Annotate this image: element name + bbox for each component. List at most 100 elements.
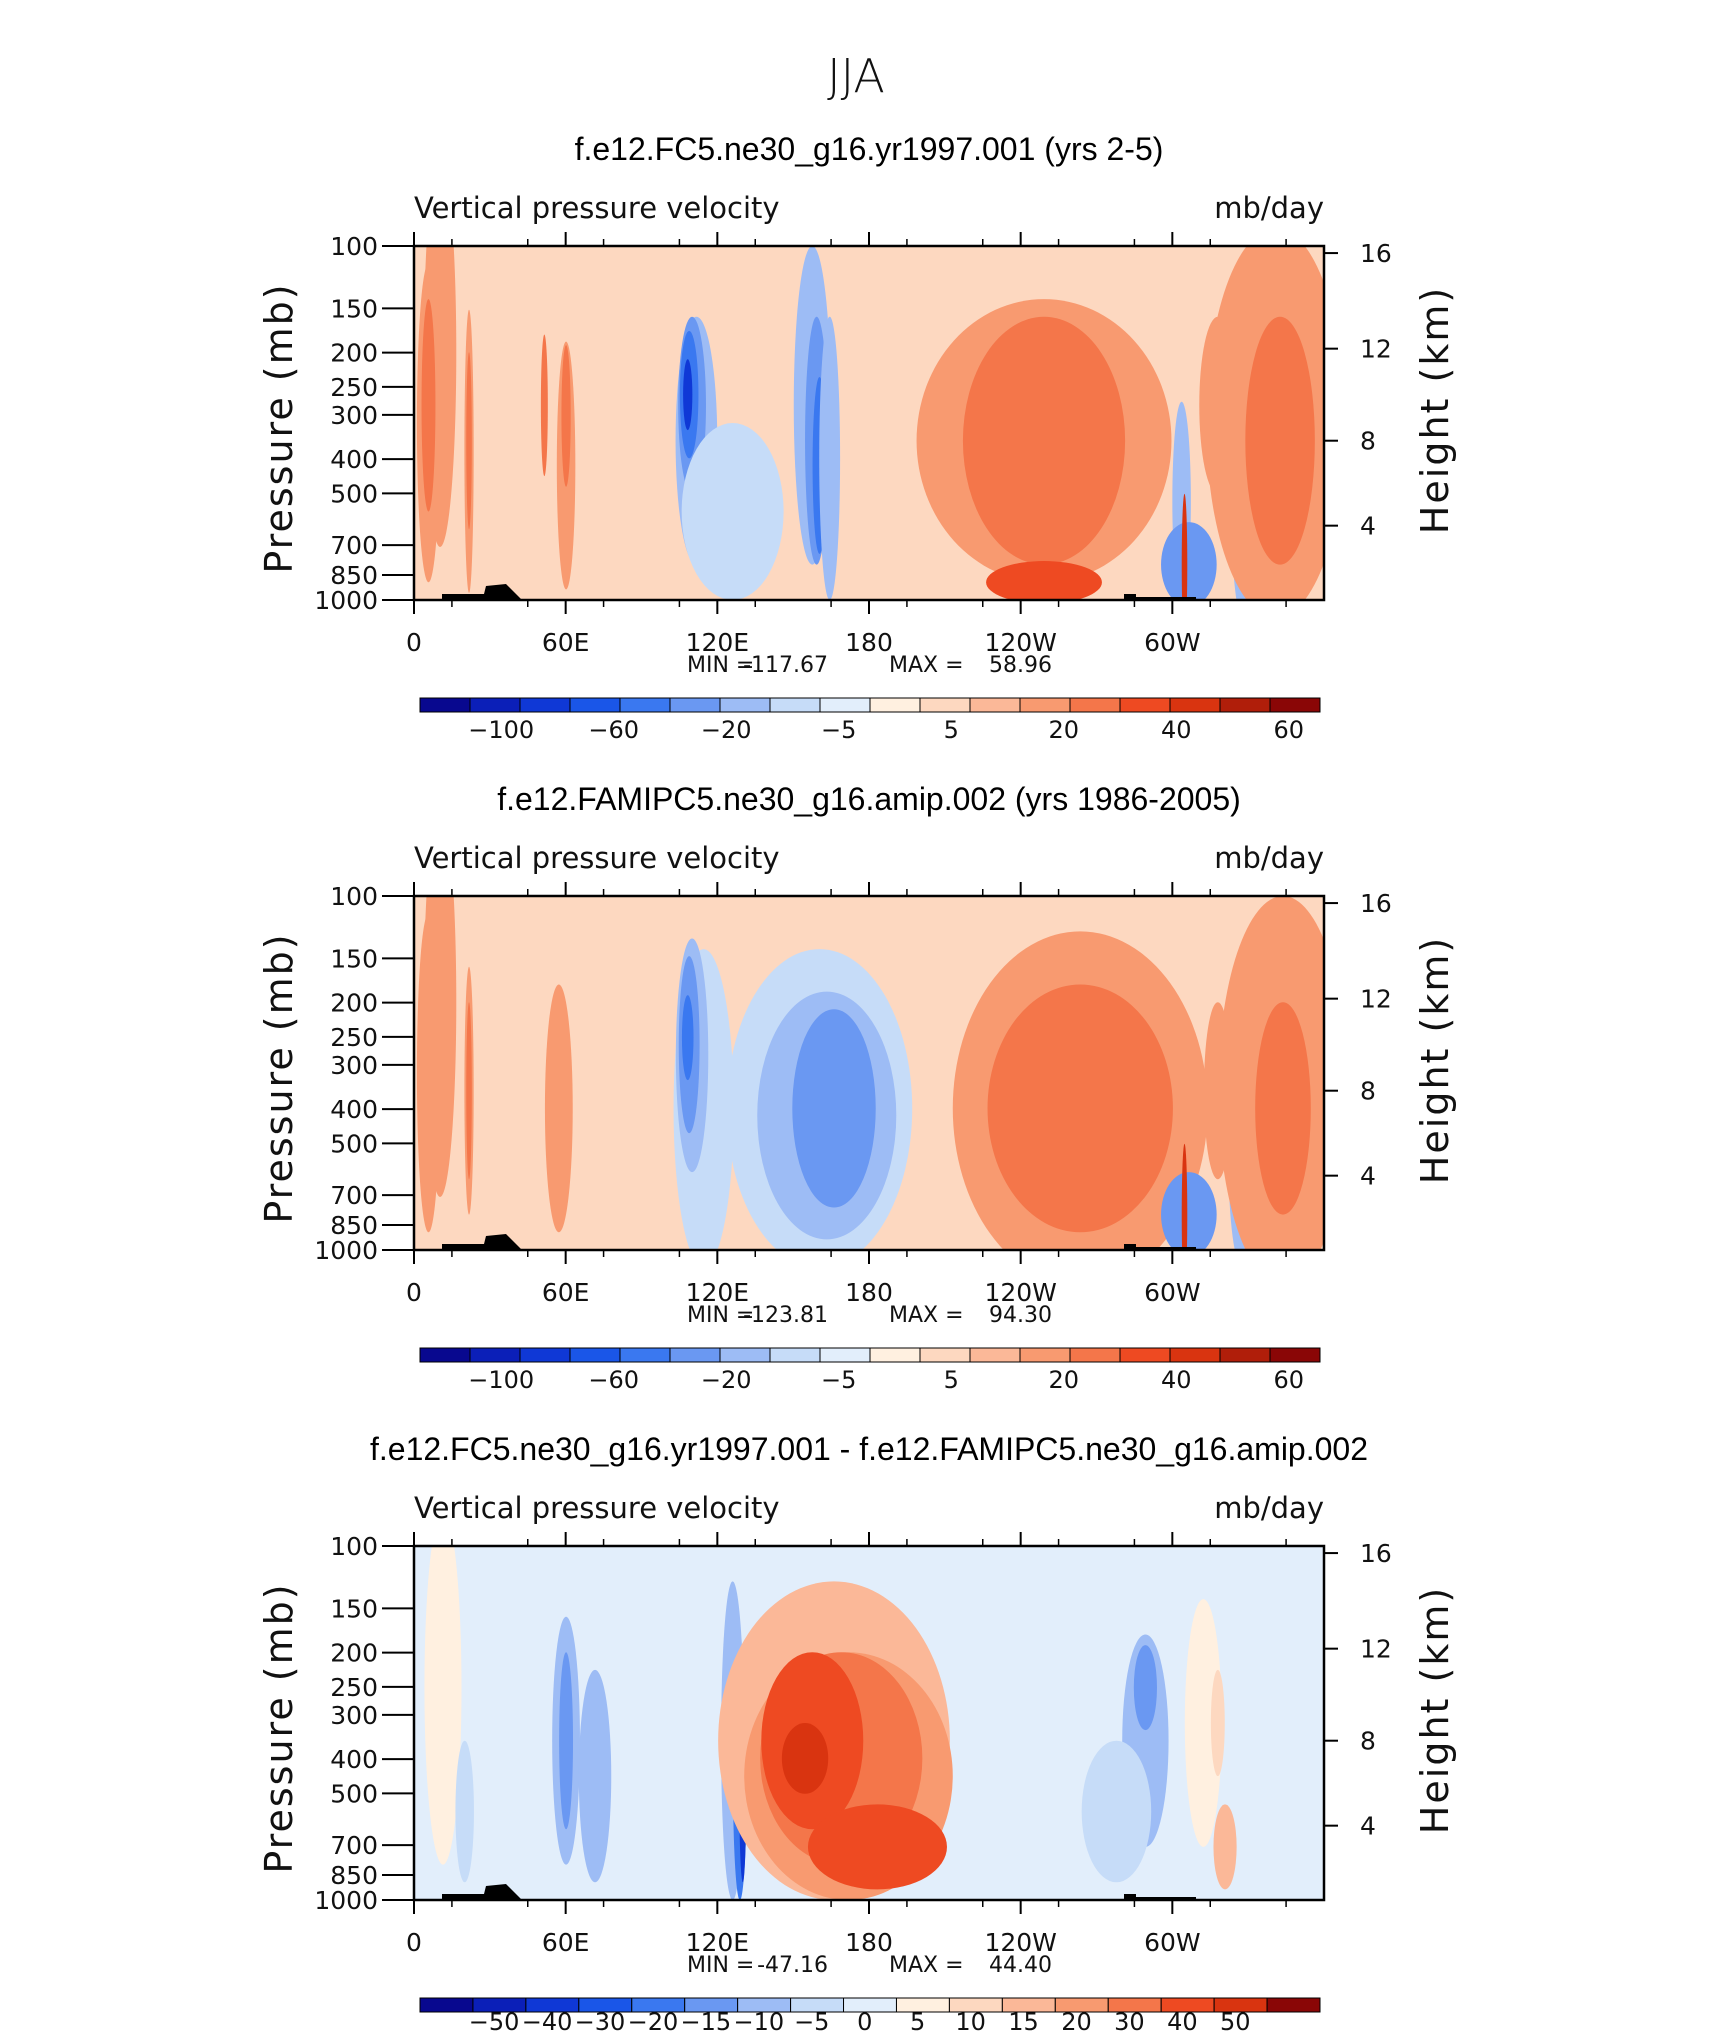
- panel-title: f.e12.FC5.ne30_g16.yr1997.001 - f.e12.FA…: [370, 1431, 1368, 1467]
- contour-region: [1133, 1645, 1157, 1731]
- colorbar-box: [669, 697, 721, 713]
- y-right-tick-label: 4: [1360, 1812, 1376, 1841]
- chart-panel-3: f.e12.FC5.ne30_g16.yr1997.001 - f.e12.FA…: [257, 1431, 1457, 2036]
- max-value: 94.30: [989, 1303, 1052, 1328]
- contour-region: [987, 984, 1173, 1233]
- colorbar-label: −20: [701, 1366, 752, 1394]
- x-tick-label: 60E: [542, 1928, 590, 1957]
- contour-region: [1213, 1804, 1237, 1890]
- contour-region: [1184, 1599, 1222, 1847]
- contour-region: [559, 1652, 574, 1830]
- y-tick-label: 300: [330, 1701, 378, 1730]
- max-label: MAX =: [889, 1953, 964, 1978]
- colorbar-label: 20: [1048, 1366, 1079, 1394]
- colorbar-box: [419, 1347, 471, 1363]
- colorbar-label: 30: [1114, 2008, 1145, 2036]
- y-right-tick-label: 16: [1360, 239, 1392, 268]
- y-tick-label: 150: [330, 1594, 378, 1623]
- colorbar-label: −20: [628, 2008, 679, 2036]
- contour-region: [681, 995, 694, 1081]
- colorbar-label: 40: [1161, 1366, 1192, 1394]
- y-right-axis-label: Height (km): [1413, 1586, 1457, 1834]
- y-tick-label: 250: [330, 1023, 378, 1052]
- units-label: mb/day: [1214, 841, 1324, 875]
- contour-region: [1181, 1143, 1188, 1250]
- x-tick-label: 120E: [686, 1928, 750, 1957]
- topography: [442, 1884, 522, 1900]
- min-value: -117.67: [743, 653, 828, 678]
- y-right-tick-label: 16: [1360, 1539, 1392, 1568]
- x-tick-label: 120W: [984, 1928, 1056, 1957]
- x-tick-label: 120E: [686, 1278, 750, 1307]
- colorbar-box: [1219, 697, 1271, 713]
- x-tick-label: 0: [406, 1278, 422, 1307]
- colorbar-box: [969, 697, 1021, 713]
- colorbar-box: [1019, 1347, 1071, 1363]
- colorbar-label: −60: [588, 1366, 639, 1394]
- contour-region: [544, 984, 573, 1233]
- colorbar-label: 20: [1048, 716, 1079, 744]
- contour-region: [455, 1740, 474, 1883]
- topography: [1124, 1244, 1136, 1250]
- y-tick-label: 150: [330, 944, 378, 973]
- contour-region: [416, 913, 441, 1233]
- variable-label: Vertical pressure velocity: [414, 191, 780, 225]
- y-tick-label: 100: [330, 232, 378, 261]
- y-tick-label: 700: [330, 1831, 378, 1860]
- x-tick-label: 180: [845, 1278, 893, 1307]
- colorbar-box: [1169, 697, 1221, 713]
- contour-region: [466, 352, 472, 530]
- panel-title: f.e12.FC5.ne30_g16.yr1997.001 (yrs 2-5): [575, 131, 1164, 167]
- y-tick-label: 1000: [314, 1886, 378, 1915]
- chart-panel-2: f.e12.FAMIPC5.ne30_g16.amip.002 (yrs 198…: [257, 781, 1457, 1394]
- y-tick-label: 100: [330, 1532, 378, 1561]
- contour-region: [1245, 316, 1315, 565]
- colorbar-box: [519, 697, 571, 713]
- y-right-axis-label: Height (km): [1413, 936, 1457, 1184]
- y-right-tick-label: 12: [1360, 1635, 1392, 1664]
- x-tick-label: 60W: [1144, 1928, 1201, 1957]
- contour-region: [962, 316, 1126, 565]
- contour-region: [986, 561, 1102, 600]
- colorbar-box: [869, 1347, 921, 1363]
- contour-region: [466, 1002, 472, 1180]
- contour-region: [1161, 1172, 1217, 1250]
- x-tick-label: 60W: [1144, 628, 1201, 657]
- y-tick-label: 100: [330, 882, 378, 911]
- colorbar-label: 10: [955, 2008, 986, 2036]
- contour-region: [1210, 1669, 1225, 1777]
- colorbar-box: [419, 697, 471, 713]
- y-right-tick-label: 8: [1360, 1077, 1376, 1106]
- topography: [442, 584, 522, 600]
- x-tick-label: 0: [406, 628, 422, 657]
- topography: [1124, 594, 1136, 600]
- contour-region: [781, 1723, 829, 1794]
- colorbar-box: [1169, 1347, 1221, 1363]
- colorbar-label: 5: [944, 716, 959, 744]
- colorbar-label: −10: [733, 2008, 784, 2036]
- contour-region: [792, 1009, 876, 1208]
- contour-region: [424, 1546, 462, 1865]
- y-right-tick-label: 12: [1360, 335, 1392, 364]
- units-label: mb/day: [1214, 1491, 1324, 1525]
- y-tick-label: 200: [330, 339, 378, 368]
- colorbar-box: [569, 1347, 621, 1363]
- colorbar-box: [1269, 697, 1321, 713]
- x-tick-label: 120W: [984, 1278, 1056, 1307]
- colorbar-label: −100: [468, 1366, 534, 1394]
- topography: [1136, 597, 1196, 600]
- colorbar-box: [969, 1347, 1021, 1363]
- max-label: MAX =: [889, 653, 964, 678]
- contour-region: [1181, 493, 1188, 600]
- contour-region: [1081, 1740, 1152, 1883]
- y-tick-label: 500: [330, 479, 378, 508]
- x-tick-label: 120E: [686, 628, 750, 657]
- max-label: MAX =: [889, 1303, 964, 1328]
- colorbar-box: [719, 1347, 771, 1363]
- min-value: -47.16: [757, 1953, 828, 1978]
- colorbar-label: 60: [1273, 716, 1304, 744]
- y-right-tick-label: 16: [1360, 889, 1392, 918]
- colorbar-box: [769, 1347, 821, 1363]
- units-label: mb/day: [1214, 191, 1324, 225]
